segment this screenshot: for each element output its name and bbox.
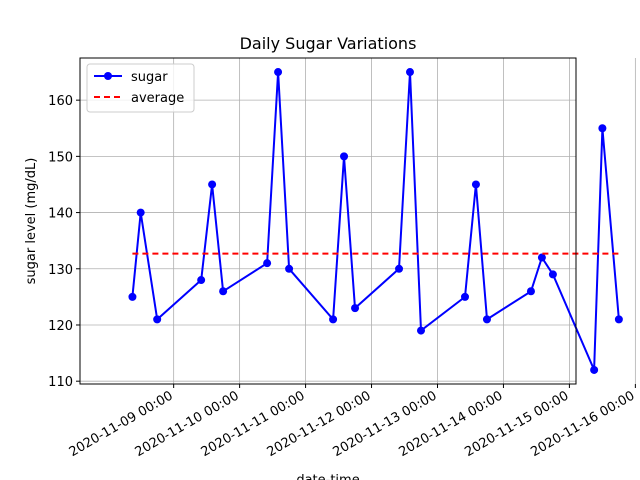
grid-lines [80,58,636,384]
y-tick-label: 130 [48,263,73,278]
data-point-sugar [128,292,137,301]
y-axis-label: sugar level (mg/dL) [24,158,39,285]
data-point-sugar [548,270,557,279]
data-point-sugar [482,315,491,324]
y-tick-label: 160 [48,94,73,109]
x-axis-label: date-time [296,473,359,480]
chart-title: Daily Sugar Variations [240,34,417,53]
data-point-sugar [598,124,607,133]
data-point-sugar [537,253,546,262]
data-point-sugar [208,180,217,189]
data-point-sugar [274,68,283,77]
legend: sugar average [86,63,195,113]
legend-average-label: average [131,91,184,106]
data-point-sugar [395,264,404,273]
y-tick-label: 140 [48,207,73,222]
data-point-sugar [590,365,599,374]
data-point-sugar [471,180,480,189]
data-point-sugar [351,304,360,313]
data-point-sugar [614,315,623,324]
y-tick-label: 120 [48,319,73,334]
y-tick-label: 150 [48,150,73,165]
data-point-sugar [153,315,162,324]
data-point-sugar [526,287,535,296]
data-point-sugar [219,287,228,296]
data-point-sugar [136,208,145,217]
data-point-sugar [329,315,338,324]
y-tick-label: 110 [48,375,73,390]
data-point-sugar [340,152,349,161]
data-point-sugar [197,276,206,285]
data-point-sugar [417,326,425,335]
series-layer [128,68,623,374]
data-point-sugar [263,259,272,268]
data-point-sugar [285,264,294,273]
legend-sugar-marker [104,72,112,80]
axes-frame [79,57,577,385]
data-point-sugar [405,68,414,77]
legend-sugar-label: sugar [131,70,168,85]
data-point-sugar [460,292,469,301]
